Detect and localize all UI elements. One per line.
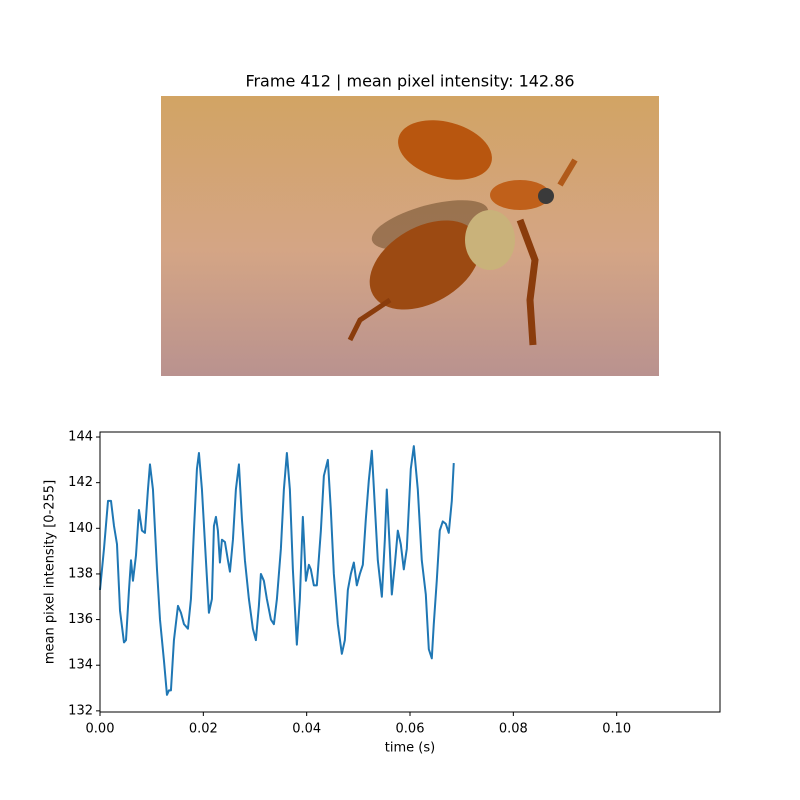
y-tick-label: 144 — [68, 430, 93, 445]
y-tick-label: 138 — [68, 566, 93, 581]
y-tick-label: 134 — [68, 658, 93, 673]
x-tick-label: 0.00 — [86, 722, 115, 737]
x-axis-label: time (s) — [385, 741, 435, 756]
axes-frame — [99, 431, 721, 713]
frame-image — [161, 96, 659, 376]
x-tick-label: 0.04 — [292, 722, 321, 737]
image-title: Frame 412 | mean pixel intensity: 142.86 — [245, 72, 574, 91]
line-series — [99, 445, 455, 696]
x-tick-label: 0.10 — [602, 722, 631, 737]
y-tick-label: 132 — [68, 703, 93, 718]
y-axis-label: mean pixel intensity [0-255] — [43, 480, 58, 664]
x-tick-label: 0.08 — [499, 722, 528, 737]
x-tick-label: 0.06 — [396, 722, 425, 737]
y-tick-label: 136 — [68, 612, 93, 627]
y-tick-label: 140 — [68, 521, 93, 536]
x-tick-label: 0.02 — [189, 722, 218, 737]
y-tick-label: 142 — [68, 475, 93, 490]
